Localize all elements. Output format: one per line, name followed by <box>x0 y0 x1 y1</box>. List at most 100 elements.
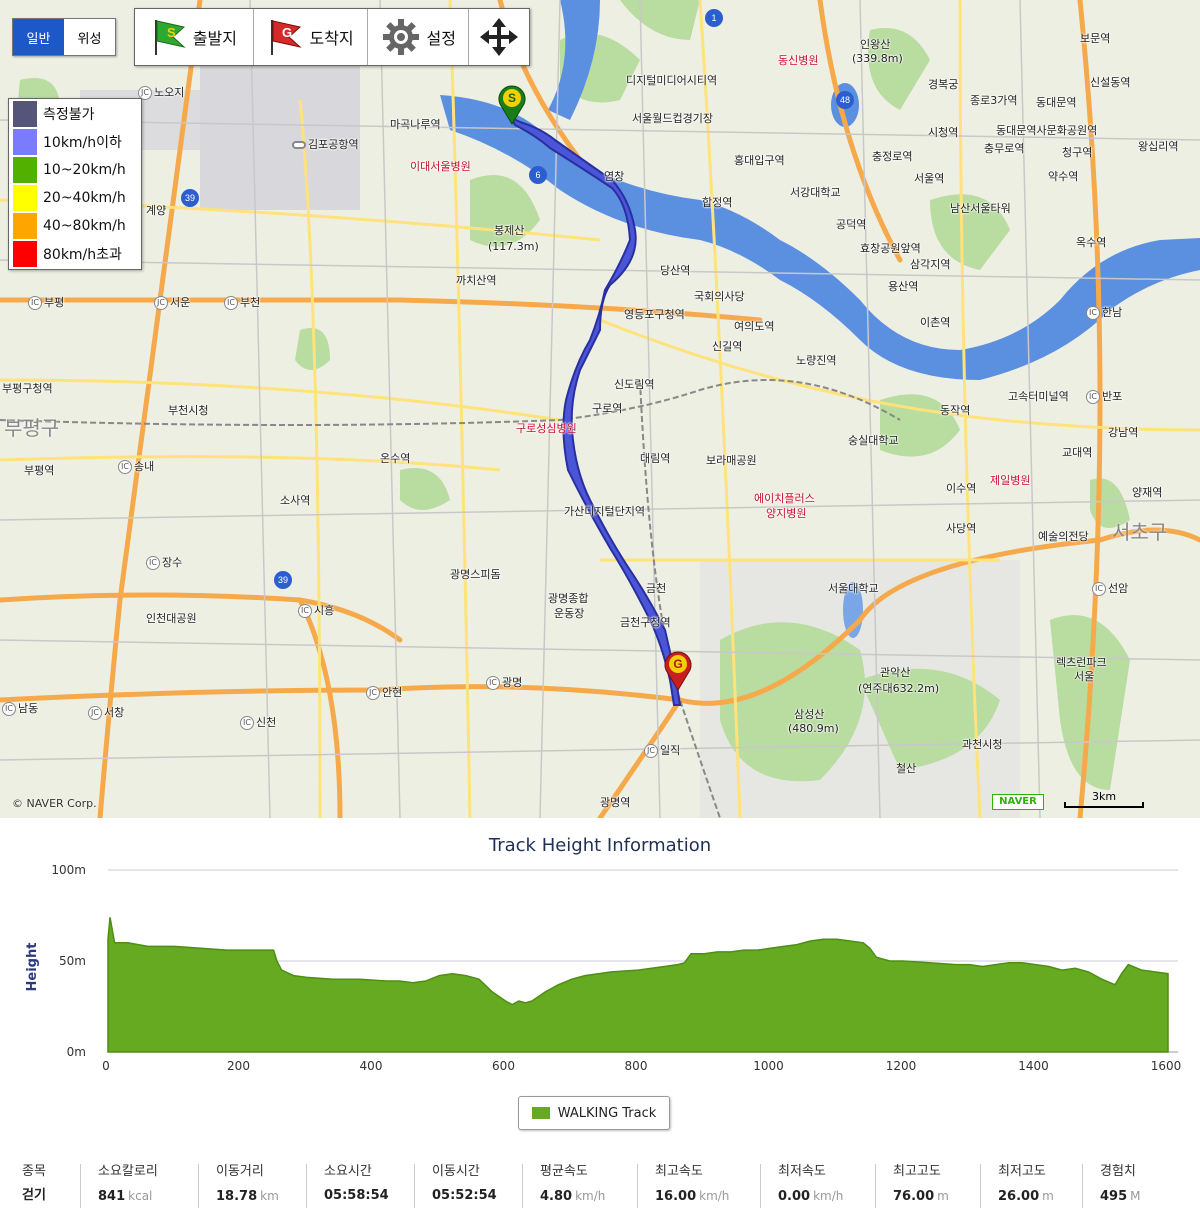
stat-item: 이동거리 18.78 km <box>216 1160 279 1210</box>
map-label: 동대문역 <box>1036 96 1077 109</box>
x-tick-label: 200 <box>227 1059 250 1073</box>
stat-number: 16.00 <box>655 1189 697 1204</box>
map-label: 청구역 <box>1062 146 1093 159</box>
map-label: 신설동역 <box>1090 76 1131 89</box>
svg-text:6: 6 <box>535 170 540 180</box>
map-label: (339.8m) <box>852 52 903 65</box>
stat-label: 이동시간 <box>432 1164 480 1179</box>
svg-text:39: 39 <box>185 193 195 203</box>
map-label: (연주대632.2m) <box>858 682 940 695</box>
move-arrows-icon <box>480 18 519 56</box>
map-label: 가산디지털단지역 <box>564 505 645 518</box>
map-label: 서울역 <box>914 172 945 185</box>
map-label: IC 장수 <box>146 554 182 570</box>
map-label: 이수역 <box>946 482 977 495</box>
map-label: JC 노오지 <box>138 84 184 100</box>
map-district-label: 부평구 <box>4 416 60 440</box>
map-label: 숭실대학교 <box>848 434 899 447</box>
map-label: 홍대입구역 <box>734 154 785 167</box>
map-label: 용산역 <box>888 280 919 293</box>
map-label: 광명역 <box>600 796 631 809</box>
start-marker-letter: S <box>508 91 516 105</box>
speed-legend-row: 10~20km/h <box>13 156 141 184</box>
map-label: 약수역 <box>1048 170 1079 183</box>
map-label: IC 부천 <box>224 294 260 310</box>
stat-unit: km/h <box>699 1189 730 1203</box>
goal-marker[interactable]: G <box>664 651 692 691</box>
map-label: IC 남동 <box>2 700 38 716</box>
move-button[interactable] <box>469 9 529 65</box>
map-label: 신도림역 <box>614 378 655 391</box>
set-destination-label: 도착지 <box>309 29 354 48</box>
stat-value: 76.00 m <box>893 1184 949 1208</box>
stat-label: 소요시간 <box>324 1164 372 1179</box>
settings-label: 설정 <box>426 29 456 48</box>
map-label: 마곡나루역 <box>390 118 441 131</box>
speed-legend-label: 80km/h초과 <box>43 247 122 263</box>
map-label: JC 안현 <box>366 684 402 700</box>
x-tick-label: 0 <box>102 1059 110 1073</box>
map-label: 서울월드컵경기장 <box>632 112 713 125</box>
goal-flag-icon: G <box>271 20 303 55</box>
map-label: 금천 <box>646 582 667 595</box>
chart-legend-item[interactable]: WALKING Track <box>518 1096 670 1130</box>
map-label: 부천시청 <box>168 404 209 417</box>
height-chart: Track Height Information 0m 50m 100m 0 200 40… <box>0 818 1200 1148</box>
map-label: 합정역 <box>702 196 733 209</box>
start-marker[interactable]: S <box>498 85 526 125</box>
map-district-label: 서초구 <box>1112 520 1168 544</box>
stat-number: 76.00 <box>893 1189 935 1204</box>
stat-label: 평균속도 <box>540 1164 588 1179</box>
settings-button[interactable]: 설정 <box>368 9 470 65</box>
map-label: 계양 <box>146 204 167 217</box>
map-label: 여의도역 <box>734 320 775 333</box>
stat-number: 05:52:54 <box>432 1188 497 1203</box>
x-tick-label: 1600 <box>1151 1059 1182 1073</box>
set-start-button[interactable]: S 출발지 <box>135 9 254 65</box>
stat-number: 841 <box>98 1189 126 1204</box>
set-destination-button[interactable]: G 도착지 <box>254 9 369 65</box>
map-copyright: © NAVER Corp. <box>12 797 97 810</box>
height-area-series <box>107 917 1169 1053</box>
map-label: (117.3m) <box>488 240 539 253</box>
map-label: 노량진역 <box>796 354 837 367</box>
map-label: 양지병원 <box>766 507 807 520</box>
speed-legend-swatch <box>13 241 37 267</box>
stat-value: 4.80 km/h <box>540 1184 605 1208</box>
map-type-tab-satellite[interactable]: 위성 <box>77 31 102 47</box>
y-tick-label: 50m <box>59 954 86 968</box>
map-label: IC 광명 <box>486 674 522 690</box>
map-label: 종로3가역 <box>970 94 1018 107</box>
x-tick-label: 800 <box>625 1059 648 1073</box>
stat-number: 걷기 <box>22 1188 46 1203</box>
chart-title: Track Height Information <box>488 835 712 856</box>
map-label: 고속터미널역 <box>1008 390 1069 403</box>
map-label: 동대문역사문화공원역 <box>996 124 1098 137</box>
map-label: 봉제산 <box>494 224 525 237</box>
map-label: 국회의사당 <box>694 290 745 303</box>
stat-item: 소요칼로리 841 kcal <box>98 1160 158 1210</box>
stat-unit: kcal <box>128 1189 153 1203</box>
set-start-label: 출발지 <box>192 29 237 48</box>
speed-legend-row: 40~80km/h <box>13 212 141 240</box>
speed-legend-label: 10~20km/h <box>43 162 126 178</box>
stat-number: 495 <box>1100 1189 1128 1204</box>
map-canvas[interactable]: S G 1 6 48 39 39 <box>0 0 1200 818</box>
stat-item: 이동시간 05:52:54 <box>432 1160 497 1210</box>
stat-unit: km <box>260 1189 279 1203</box>
route-map[interactable]: S G 1 6 48 39 39 JC 노오지 김포공항역 마곡나루역 이대서울병… <box>0 0 1200 818</box>
stat-label: 최고속도 <box>655 1164 703 1179</box>
map-type-tab-normal[interactable]: 일반 <box>13 19 64 55</box>
stat-value: 0.00 km/h <box>778 1184 843 1208</box>
speed-legend-label: 20~40km/h <box>43 190 126 206</box>
map-label: 옥수역 <box>1076 236 1107 249</box>
map-label: 강남역 <box>1108 426 1139 439</box>
map-label: 렉츠런파크 <box>1056 656 1107 669</box>
map-label: JC 서창 <box>88 704 124 720</box>
map-scale-bar: 3km <box>1064 790 1144 808</box>
stat-divider <box>80 1164 81 1208</box>
stat-item: 소요시간 05:58:54 <box>324 1160 389 1210</box>
map-label: 철산 <box>896 762 917 775</box>
legend-label: WALKING Track <box>557 1105 657 1121</box>
stat-unit: m <box>937 1189 949 1203</box>
